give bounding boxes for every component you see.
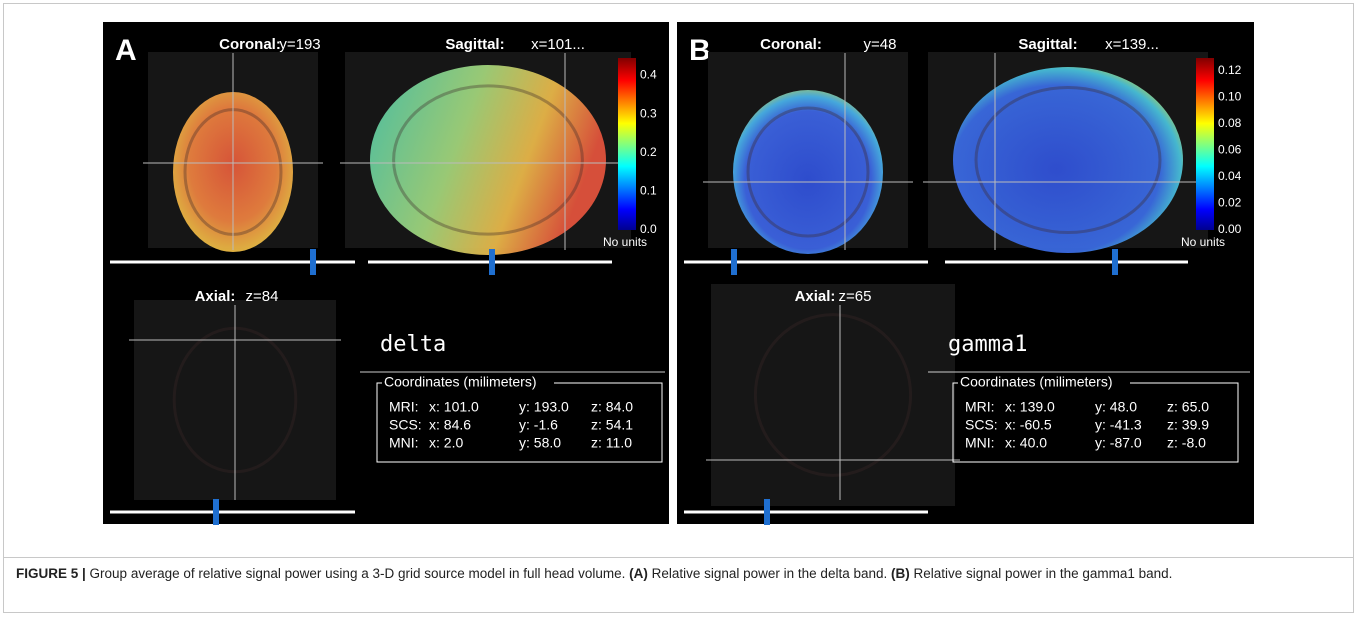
coordinate-cell: SCS: xyxy=(389,417,422,433)
axial-brain xyxy=(753,313,913,477)
view-coordinate: z=65 xyxy=(839,288,872,305)
slider-thumb xyxy=(489,249,495,275)
colorbar-tick-label: 0.10 xyxy=(1218,89,1242,103)
sagittal-brain xyxy=(392,84,584,236)
colorbar-tick-label: 0.1 xyxy=(640,184,657,198)
coordinate-cell: z: 11.0 xyxy=(591,435,632,451)
coordinate-cell: MNI: xyxy=(965,435,995,451)
band-name: gamma1 xyxy=(948,332,1027,357)
slider-thumb xyxy=(764,499,770,525)
view-coordinate: y=193 xyxy=(279,36,320,53)
caption-label: FIGURE 5 | xyxy=(16,566,86,581)
colorbar-units: No units xyxy=(603,235,647,249)
caption: FIGURE 5 | Group average of relative sig… xyxy=(16,563,1341,584)
coordinate-cell: x: 101.0 xyxy=(429,399,479,415)
slider-thumb xyxy=(310,249,316,275)
colorbar xyxy=(618,58,636,230)
slider-thumb xyxy=(731,249,737,275)
coordinate-cell: z: 54.1 xyxy=(591,417,633,433)
view-coordinate: x=101... xyxy=(531,36,585,53)
coordinate-cell: x: -60.5 xyxy=(1005,417,1052,433)
colorbar-tick-label: 0.04 xyxy=(1218,169,1242,183)
view-title: Axial: xyxy=(795,288,836,305)
colorbar-tick-label: 0.4 xyxy=(640,68,657,82)
coordinate-cell: MRI: xyxy=(965,399,995,415)
coordinate-cell: y: 193.0 xyxy=(519,399,569,415)
coordinate-cell: x: 84.6 xyxy=(429,417,471,433)
slider-thumb xyxy=(213,499,219,525)
coordinate-cell: x: 2.0 xyxy=(429,435,463,451)
view-coordinate: y=48 xyxy=(864,36,897,53)
coronal-brain xyxy=(746,106,870,238)
caption-b-text: Relative signal power in the gamma1 band… xyxy=(909,566,1173,581)
coordinate-cell: y: 48.0 xyxy=(1095,399,1137,415)
coordinate-cell: x: 139.0 xyxy=(1005,399,1055,415)
sagittal-brain xyxy=(974,85,1162,235)
coordinate-cell: y: -87.0 xyxy=(1095,435,1142,451)
coordinate-cell: z: 84.0 xyxy=(591,399,633,415)
coordinate-cell: y: -1.6 xyxy=(519,417,558,433)
caption-a-label: (A) xyxy=(629,566,648,581)
coordinate-cell: z: -8.0 xyxy=(1167,435,1206,451)
coordinate-cell: y: -41.3 xyxy=(1095,417,1142,433)
colorbar-tick-label: 0.06 xyxy=(1218,142,1242,156)
panel-letter: A xyxy=(115,34,137,67)
panel-letter: B xyxy=(689,34,711,67)
view-coordinate: z=84 xyxy=(246,288,279,305)
coordinate-cell: MRI: xyxy=(389,399,419,415)
coronal-image xyxy=(733,90,883,254)
view-title: Coronal: xyxy=(219,36,281,53)
colorbar xyxy=(1196,58,1214,230)
coordinate-cell: z: 65.0 xyxy=(1167,399,1209,415)
coordinate-cell: y: 58.0 xyxy=(519,435,561,451)
coordinate-cell: x: 40.0 xyxy=(1005,435,1047,451)
colorbar-tick-label: 0.3 xyxy=(640,106,657,120)
slider-thumb xyxy=(1112,249,1118,275)
colorbar-tick-label: 0.02 xyxy=(1218,196,1242,210)
coordinates-title-bg xyxy=(958,375,1130,391)
sagittal-image xyxy=(370,65,606,255)
coordinate-cell: SCS: xyxy=(965,417,998,433)
colorbar-tick-label: 0.12 xyxy=(1218,63,1242,77)
colorbar-tick-label: 0.08 xyxy=(1218,116,1242,130)
view-title: Coronal: xyxy=(760,36,822,53)
colorbar-tick-label: 0.00 xyxy=(1218,222,1242,236)
coordinate-cell: z: 39.9 xyxy=(1167,417,1209,433)
coordinates-title-bg xyxy=(382,375,554,391)
caption-a-text: Relative signal power in the delta band. xyxy=(647,566,891,581)
view-title: Axial: xyxy=(195,288,236,305)
view-title: Sagittal: xyxy=(1018,36,1077,53)
view-backdrop xyxy=(711,284,955,506)
coordinates-title: Coordinates (milimeters) xyxy=(960,374,1112,390)
caption-b-label: (B) xyxy=(891,566,910,581)
colorbar-tick-label: 0.0 xyxy=(640,222,657,236)
coordinate-cell: MNI: xyxy=(389,435,419,451)
sagittal-image xyxy=(953,67,1183,253)
figure-frame xyxy=(3,3,1354,613)
caption-text: Group average of relative signal power u… xyxy=(85,566,630,581)
view-title: Sagittal: xyxy=(445,36,504,53)
coordinates-title: Coordinates (milimeters) xyxy=(384,374,536,390)
colorbar-units: No units xyxy=(1181,235,1225,249)
view-coordinate: x=139... xyxy=(1105,36,1159,53)
colorbar-tick-label: 0.2 xyxy=(640,145,657,159)
band-name: delta xyxy=(380,332,446,357)
